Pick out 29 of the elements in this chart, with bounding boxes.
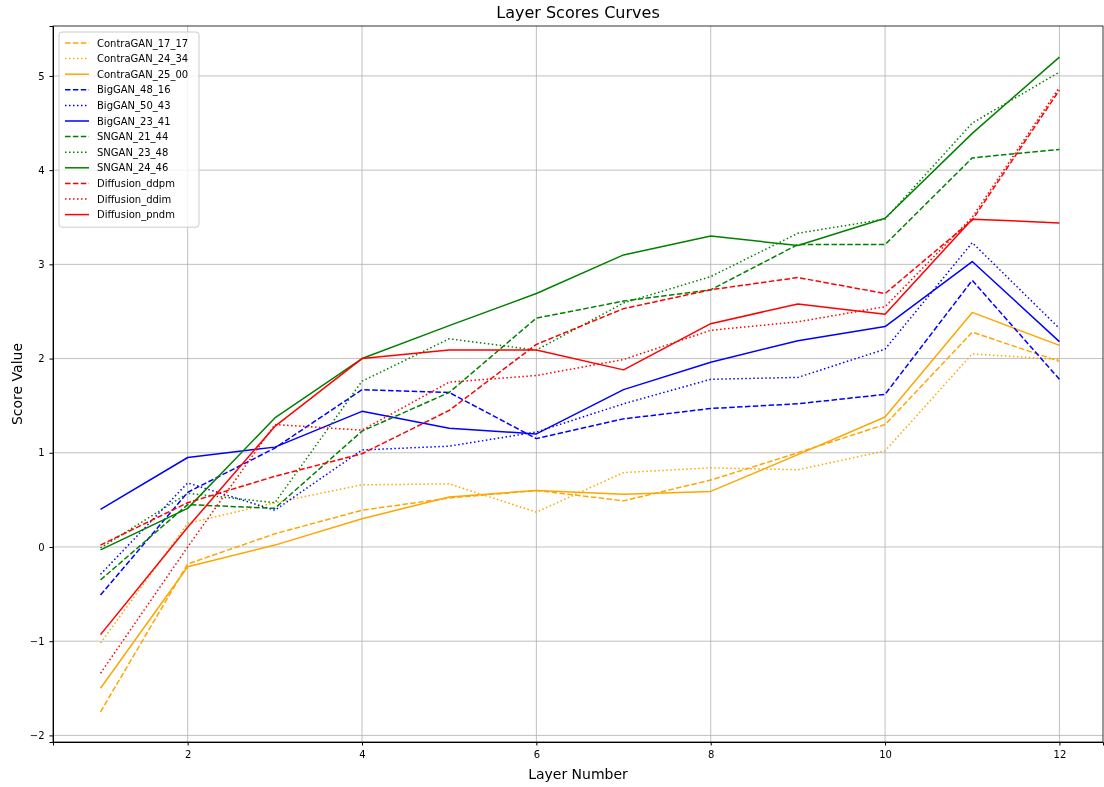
y-tick-label: 0: [38, 541, 45, 553]
y-tick-label: 1: [38, 447, 45, 459]
x-tick-label: 10: [879, 748, 892, 760]
legend-label: ContraGAN_24_34: [97, 53, 189, 66]
x-tick-label: 6: [533, 748, 541, 760]
legend-label: SNGAN_21_44: [97, 131, 169, 144]
legend-label: BigGAN_48_16: [97, 84, 171, 97]
legend-label: SNGAN_24_46: [97, 162, 169, 175]
y-tick-label: 5: [38, 70, 45, 82]
y-tick-label: −1: [29, 635, 45, 647]
chart-title: Layer Scores Curves: [496, 3, 660, 22]
y-tick-label: 2: [38, 353, 45, 365]
x-axis-title: Layer Number: [528, 766, 629, 782]
y-tick-label: 4: [38, 164, 45, 176]
y-tick-label: 3: [38, 259, 45, 271]
legend-label: SNGAN_23_48: [97, 146, 169, 159]
y-axis-title: Score Value: [9, 342, 25, 426]
legend-label: BigGAN_50_43: [97, 99, 171, 112]
legend-label: Diffusion_ddpm: [97, 177, 175, 190]
x-tick-label: 4: [359, 748, 366, 760]
x-tick-label: 12: [1053, 748, 1067, 760]
legend-label: BigGAN_23_41: [97, 115, 171, 128]
legend-label: ContraGAN_17_17: [97, 37, 189, 50]
legend-label: Diffusion_pndm: [97, 209, 175, 222]
legend-label: Diffusion_ddim: [97, 193, 172, 206]
x-tick-label: 8: [708, 748, 715, 760]
legend-label: ContraGAN_25_00: [97, 68, 189, 81]
x-tick-label: 2: [184, 748, 192, 760]
y-tick-label: −2: [29, 730, 45, 742]
